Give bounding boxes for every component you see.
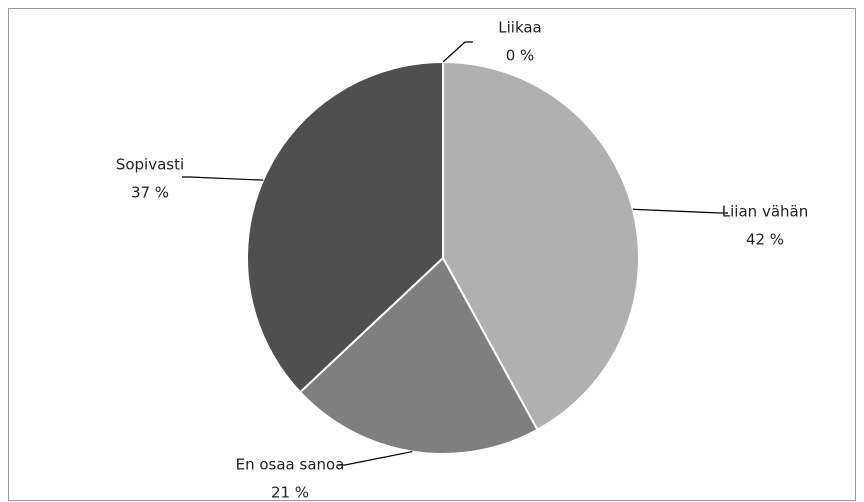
pie-slice	[298, 256, 539, 455]
category-label: Liikaa	[498, 19, 542, 37]
category-label: Liian vähän	[722, 203, 808, 221]
value-label: 37 %	[131, 184, 169, 202]
value-label: 0 %	[506, 47, 535, 65]
value-label: 42 %	[746, 231, 784, 249]
pie-slice	[246, 60, 444, 394]
value-label: 21 %	[271, 484, 309, 502]
category-label: En osaa sanoa	[236, 456, 345, 474]
leader-line	[337, 450, 413, 466]
leader-line	[442, 41, 473, 63]
pie-slice	[442, 60, 640, 432]
leader-line	[632, 208, 728, 214]
category-label: Sopivasti	[116, 156, 184, 174]
leader-line	[182, 176, 264, 181]
